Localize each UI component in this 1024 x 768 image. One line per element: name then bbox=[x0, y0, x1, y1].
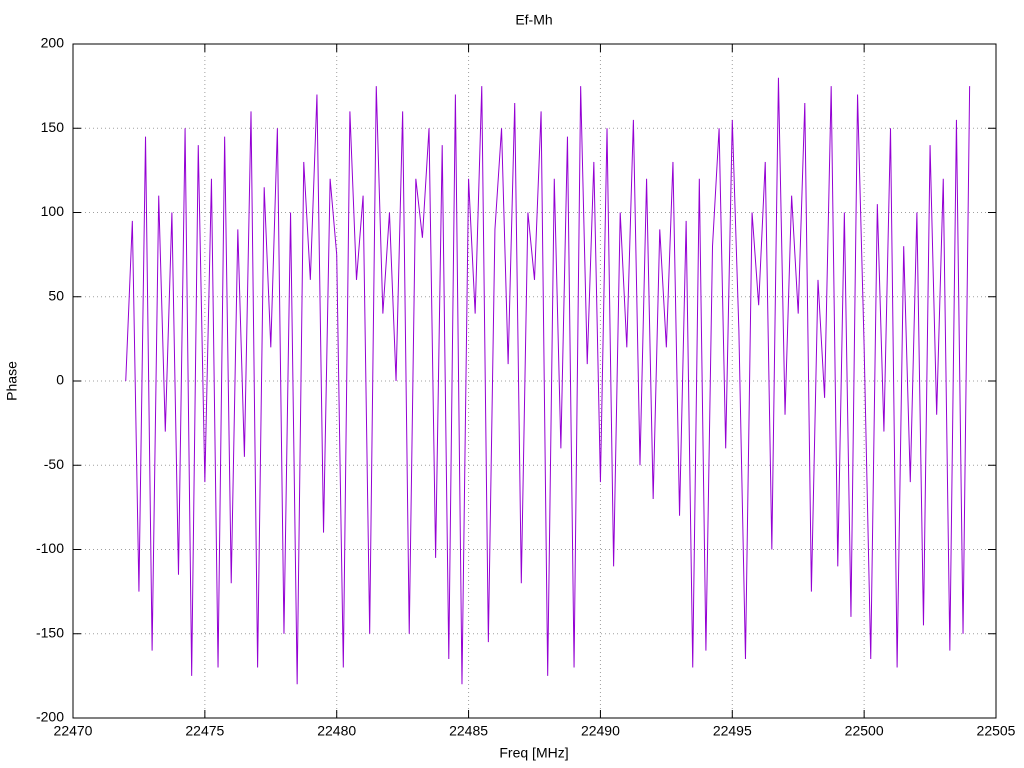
y-tick-label: 0 bbox=[56, 372, 64, 388]
y-tick-label: 100 bbox=[41, 203, 65, 219]
x-tick-label: 22505 bbox=[977, 723, 1016, 739]
x-tick-label: 22500 bbox=[845, 723, 884, 739]
y-axis-label: Phase bbox=[4, 361, 20, 401]
x-tick-label: 22480 bbox=[317, 723, 356, 739]
data-line bbox=[125, 77, 971, 685]
x-tick-label: 22475 bbox=[185, 723, 224, 739]
x-tick-label: 22485 bbox=[449, 723, 488, 739]
y-tick-label: 200 bbox=[41, 35, 65, 51]
y-tick-label: -100 bbox=[36, 540, 64, 556]
x-axis-label: Freq [MHz] bbox=[499, 745, 568, 761]
x-tick-label: 22470 bbox=[54, 723, 93, 739]
y-tick-label: 50 bbox=[48, 287, 64, 303]
y-tick-label: -50 bbox=[44, 456, 64, 472]
x-tick-label: 22495 bbox=[713, 723, 752, 739]
chart-title: Ef-Mh bbox=[515, 12, 552, 28]
y-tick-label: -150 bbox=[36, 624, 64, 640]
y-tick-label: -200 bbox=[36, 709, 64, 725]
y-tick-label: 150 bbox=[41, 119, 65, 135]
plot-frame bbox=[72, 43, 997, 719]
x-tick-label: 22490 bbox=[581, 723, 620, 739]
